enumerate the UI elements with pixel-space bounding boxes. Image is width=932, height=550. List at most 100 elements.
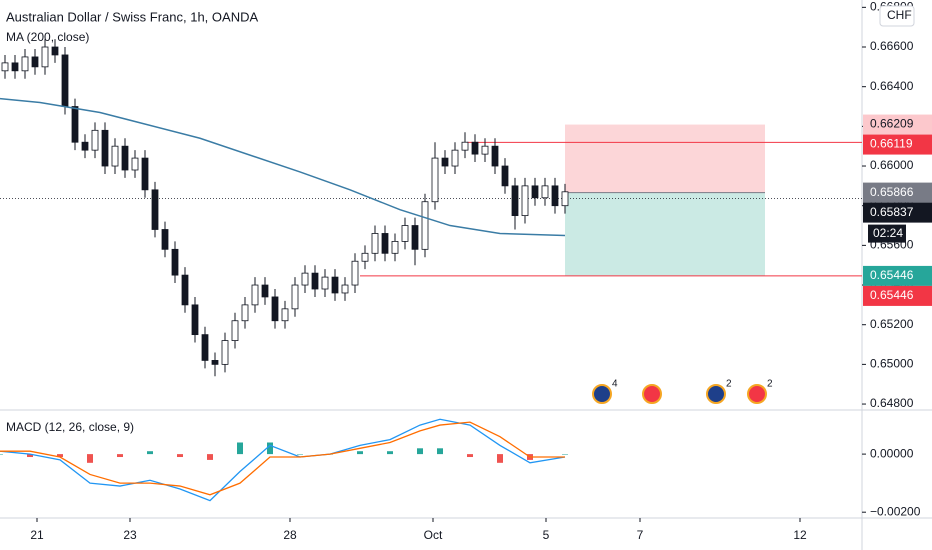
candle-body [91,129,99,151]
macd-histogram-bar [117,454,123,458]
candle-body [141,157,149,191]
candle-body [251,284,259,306]
candle-body [31,56,39,68]
macd-histogram-bar [207,454,213,460]
price-badge-label: 0.65837 [870,205,914,219]
ma-line [0,97,566,237]
y-tick-label: 0.66000 [870,158,914,172]
candle-body [341,284,349,294]
candle-body [241,304,249,322]
candle-body [451,149,459,167]
chart-title: Australian Dollar / Swiss Franc, 1h, OAN… [6,9,258,24]
candle-body [221,340,229,365]
candle-body [431,157,439,203]
candle-body [191,304,199,336]
candle-body [111,145,119,167]
signal-line [0,421,565,496]
candle-body [291,284,299,310]
countdown-badge [868,224,906,243]
candle-body [511,185,519,217]
candle-body [171,248,179,276]
macd-histogram-bar [267,442,273,455]
candle-body [101,129,109,167]
candle-body [151,189,159,230]
candle-body [501,165,509,187]
candle-body [271,296,279,322]
candle-body [21,56,29,72]
y-tick-label: 0.65000 [870,357,914,371]
candle-body [311,272,319,290]
candle-body [441,157,449,167]
y-tick-label: 0.65200 [870,317,914,331]
macd-histogram-bar [87,454,93,463]
candle-body [131,157,139,171]
candle-body [1,62,9,72]
candle-body [471,141,479,155]
candle-body [371,233,379,254]
y-tick-label: 0.64800 [870,396,914,410]
candle-body [41,46,49,68]
candle-body [281,308,289,322]
candle-body [481,145,489,155]
candle-body [81,141,89,151]
x-tick-label: 12 [793,528,807,542]
candle-body [51,46,59,56]
x-tick-label: Oct [424,528,443,542]
candle-body [411,225,419,250]
x-tick-label: 28 [283,528,297,542]
macd-histogram-bar [387,451,393,455]
candle-body [261,284,269,298]
candle-body [381,233,389,254]
y-tick-label: −0.00200 [870,504,921,518]
candle-body [331,276,339,294]
candle-body [361,252,369,262]
candle-body [531,185,539,199]
x-tick-label: 23 [123,528,137,542]
stop-zone [565,124,765,193]
macd-histogram-bar [57,454,63,458]
candle-body [541,185,549,199]
macd-line [0,418,566,502]
candle-body [521,185,529,217]
price-badge [863,114,932,135]
price-badge-label: 0.66119 [870,137,913,151]
candle-body [61,54,69,107]
candle-body [211,360,219,365]
currency-badge [879,5,915,27]
price-badge [863,182,932,203]
candle-body [231,320,239,341]
countdown: 02:24 [873,226,903,240]
x-tick-label: 5 [543,528,550,542]
macd-histogram-bar [562,454,568,455]
macd-histogram-bar [27,454,33,458]
candle-body [461,141,469,151]
candle-body [421,201,429,250]
y-tick-label: 0.66600 [870,39,914,53]
macd-histogram-bar [297,454,303,455]
candle-body [491,145,499,167]
macd-histogram-bar [467,454,473,458]
candle-body [121,145,129,171]
event-count: 4 [612,379,618,390]
y-tick-label: 0.66400 [870,79,914,93]
event-icon [747,384,767,404]
currency: CHF [887,8,912,22]
event-icon [592,384,612,404]
y-tick-label: 0.00000 [870,446,914,460]
macd-histogram-bar [437,448,443,455]
candle-body [181,274,189,306]
candle-body [401,225,409,242]
price-badge-label: 0.65866 [870,185,914,199]
price-badge [863,285,932,306]
x-tick-label: 7 [637,528,644,542]
candle-body [551,185,559,207]
macd-histogram-bar [0,454,3,455]
macd-histogram-bar [147,451,153,455]
price-badge [863,265,932,286]
candle-body [11,62,19,72]
target-zone [565,192,765,276]
event-count: 2 [767,379,773,390]
candle-body [561,191,569,207]
